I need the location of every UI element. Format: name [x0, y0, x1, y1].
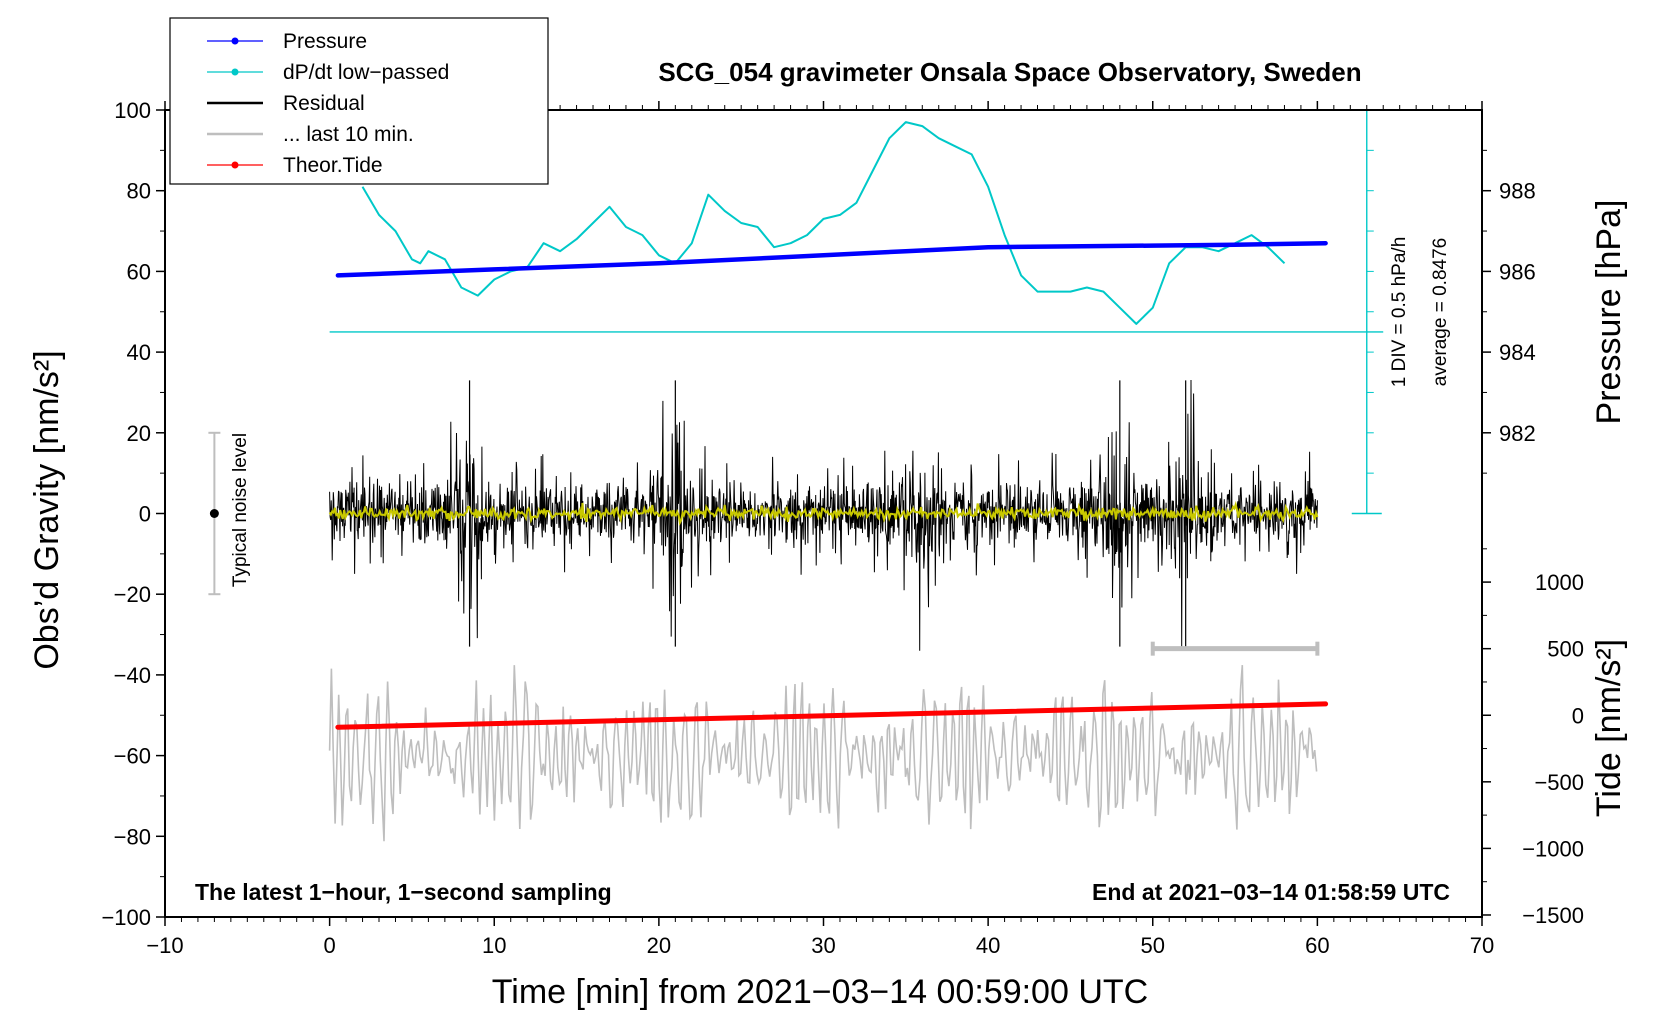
- pressure-tick-label: 984: [1499, 340, 1536, 365]
- tick-labels: −10 0 10 20 30 40 50 60 70−100−80−60−40−20020406…: [101, 98, 1584, 958]
- y-tick-label: 80: [127, 179, 151, 204]
- pressure-tick-label: 988: [1499, 179, 1536, 204]
- pressure-tick-label: 986: [1499, 259, 1536, 284]
- tide-tick-label: 1000: [1535, 570, 1584, 595]
- legend-label-5: Theor.Tide: [283, 154, 383, 177]
- y-tick-label: 60: [127, 259, 151, 284]
- note-latest-hour: The latest 1−hour, 1−second sampling: [195, 879, 612, 905]
- legend-label-1: Pressure: [283, 30, 367, 53]
- x-axis-label: Time [min] from 2021−03−14 00:59:00 UTC: [492, 973, 1148, 1011]
- axes-frame: [156, 101, 1491, 926]
- legend-box: [169, 17, 549, 185]
- tide-tick-label: −1000: [1522, 836, 1584, 861]
- legend-marker-1: [231, 37, 239, 45]
- dpdt-line: [361, 121, 1286, 325]
- noise-level-label: Typical noise level: [230, 433, 251, 587]
- y-tick-label: −40: [114, 663, 151, 688]
- x-tick-label: 0: [324, 933, 336, 958]
- tide-tick-label: −500: [1534, 770, 1584, 795]
- y-tick-label: 20: [127, 421, 151, 446]
- y-tick-label: 40: [127, 340, 151, 365]
- x-tick-label: 60: [1305, 933, 1329, 958]
- x-tick-label: −10: [146, 933, 183, 958]
- legend-label-4: ... last 10 min.: [283, 123, 414, 146]
- dpdt-average-label: average = 0.8476: [1430, 238, 1451, 386]
- noise-level-center-dot: [209, 509, 219, 518]
- theor-tide-line: [335, 701, 1329, 730]
- tide-tick-label: 0: [1572, 703, 1584, 728]
- dpdt-div-label: 1 DIV = 0.5 hPa/h: [1389, 237, 1410, 388]
- y-tick-label: 0: [139, 502, 151, 527]
- legend-marker-2: [231, 68, 239, 76]
- y-tick-label: −80: [114, 824, 151, 849]
- x-tick-label: 50: [1141, 933, 1165, 958]
- gray-residual-trace-line: [328, 665, 1318, 842]
- legend-label-2: dP/dt low−passed: [283, 61, 449, 84]
- x-tick-label: 30: [811, 933, 835, 958]
- tide-tick-label: 500: [1547, 637, 1584, 662]
- note-end-time: End at 2021−03−14 01:58:59 UTC: [1092, 879, 1450, 905]
- y-tick-label: −20: [114, 582, 151, 607]
- residual-smoothed-line: [328, 500, 1319, 526]
- y-axis-left-label: Obs’d Gravity [nm/s²]: [28, 350, 66, 669]
- y-axis-right-tide-label: Tide [nm/s²]: [1590, 639, 1628, 817]
- legend: Pressure dP/dt low−passed Residual ... last…: [169, 17, 549, 185]
- y-tick-label: −100: [101, 905, 151, 930]
- y-axis-right-pressure-label: Pressure [hPa]: [1590, 200, 1628, 425]
- tide-tick-label: −1500: [1522, 903, 1584, 928]
- legend-label-3: Residual: [283, 92, 365, 115]
- x-tick-label: 10: [482, 933, 506, 958]
- y-tick-label: 100: [114, 98, 151, 123]
- x-tick-label: 20: [647, 933, 671, 958]
- x-tick-label: 40: [976, 933, 1000, 958]
- pressure-line: [335, 240, 1328, 278]
- legend-marker-5: [231, 161, 239, 169]
- pressure-tick-label: 982: [1499, 421, 1536, 446]
- chart-title: SCG_054 gravimeter Onsala Space Observat…: [658, 57, 1361, 87]
- x-tick-label: 70: [1470, 933, 1494, 958]
- y-tick-label: −60: [114, 744, 151, 769]
